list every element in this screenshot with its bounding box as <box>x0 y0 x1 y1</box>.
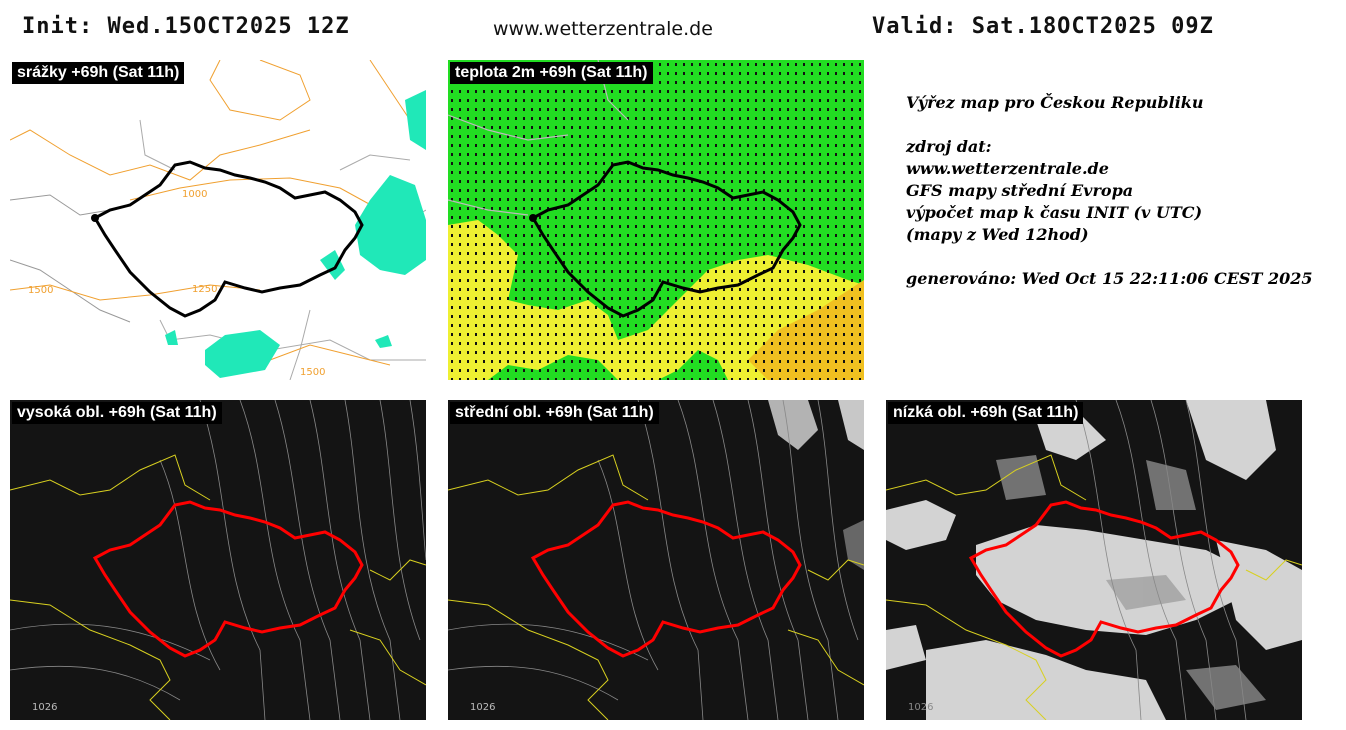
high-cloud-map-panel: 1026 vysoká obl. +69h (Sat 11h) <box>10 400 426 720</box>
high-cloud-map: 1026 <box>10 400 426 720</box>
site-url[interactable]: www.wetterzentrale.de <box>493 18 713 40</box>
isobar-label: 1250 <box>192 284 217 295</box>
pressure-label: 1026 <box>908 702 933 713</box>
pressure-label: 1026 <box>32 702 57 713</box>
pressure-label: 1026 <box>470 702 495 713</box>
info-model: GFS mapy střední Evropa <box>906 181 1134 200</box>
valid-time: Valid: Sat.18OCT2025 09Z <box>872 14 1214 39</box>
precip-label: srážky +69h (Sat 11h) <box>12 62 185 84</box>
init-time: Init: Wed.15OCT2025 12Z <box>22 14 350 39</box>
info-generated: generováno: Wed Oct 15 22:11:06 CEST 202… <box>906 269 1313 288</box>
info-text: Výřez map pro Českou Republiku zdroj dat… <box>906 92 1336 290</box>
low-cloud-map-panel: 1026 nízká obl. +69h (Sat 11h) <box>886 400 1302 720</box>
temp-label: teplota 2m +69h (Sat 11h) <box>450 62 653 84</box>
temp-map <box>448 60 864 380</box>
info-maps-from: (mapy z Wed 12hod) <box>906 225 1089 244</box>
precip-map-panel: 1000 1500 1250 1500 srážky +69h (Sat 11h… <box>10 60 426 380</box>
mid-cloud-map-panel: 1026 střední obl. +69h (Sat 11h) <box>448 400 864 720</box>
low-cloud-label: nízká obl. +69h (Sat 11h) <box>888 402 1084 424</box>
info-source-site[interactable]: www.wetterzentrale.de <box>906 159 1109 178</box>
info-title: Výřez map pro Českou Republiku <box>906 93 1204 112</box>
low-cloud-map: 1026 <box>886 400 1302 720</box>
isobar-label: 1000 <box>182 189 207 200</box>
isobar-label: 1500 <box>28 285 53 296</box>
precip-map: 1000 1500 1250 1500 <box>10 60 426 380</box>
mid-cloud-map: 1026 <box>448 400 864 720</box>
mid-cloud-label: střední obl. +69h (Sat 11h) <box>450 402 659 424</box>
high-cloud-label: vysoká obl. +69h (Sat 11h) <box>12 402 222 424</box>
isobar-label: 1500 <box>300 367 325 378</box>
info-source-label: zdroj dat: <box>906 137 992 156</box>
info-calc: výpočet map k času INIT (v UTC) <box>906 203 1203 222</box>
temp-map-panel: teplota 2m +69h (Sat 11h) <box>448 60 864 380</box>
